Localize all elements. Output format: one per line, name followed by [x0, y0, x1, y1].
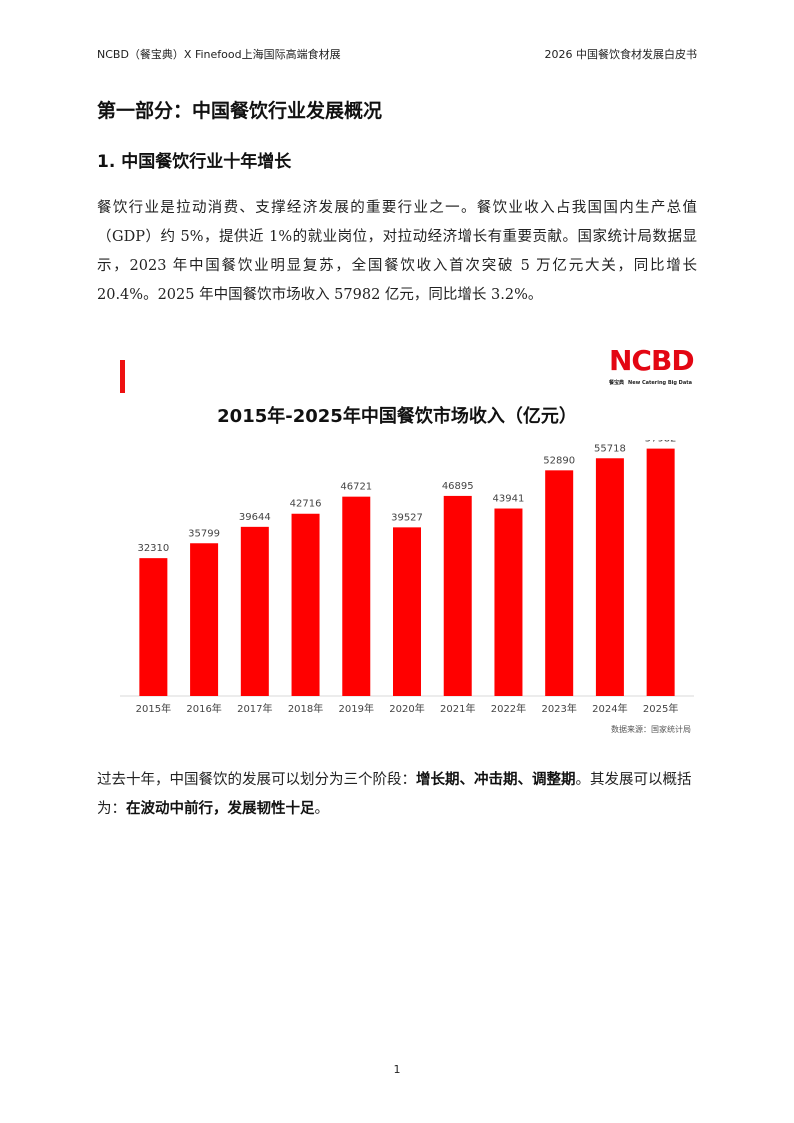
bar-2018年	[291, 513, 320, 696]
header-left-text: NCBD（餐宝典）X Finefood上海国际高端食材展	[97, 48, 341, 61]
data-label-2023年: 52890	[543, 455, 575, 466]
summary-paragraph: 过去十年，中国餐饮的发展可以划分为三个阶段：增长期、冲击期、调整期。其发展可以概…	[97, 766, 697, 824]
data-label-2021年: 46895	[442, 481, 474, 492]
data-label-2025年: 57982	[645, 440, 677, 445]
ncbd-logo: NCBD 餐宝典 New Catering Big Data	[609, 344, 695, 393]
subsection-title: 1. 中国餐饮行业十年增长	[97, 152, 292, 172]
summary-text-c: 。	[314, 801, 330, 817]
summary-bold-conclusion: 在波动中前行，发展韧性十足	[126, 801, 315, 817]
logo-wordmark: NCBD	[609, 344, 695, 377]
summary-bold-stages: 增长期、冲击期、调整期	[416, 772, 576, 788]
x-tick-label-2015年: 2015年	[136, 702, 171, 715]
logo-subtitle: 餐宝典 New Catering Big Data	[609, 379, 693, 386]
bar-2015年	[139, 558, 168, 696]
x-tick-label-2022年: 2022年	[491, 702, 526, 715]
logo-en-name: New Catering Big Data	[628, 380, 692, 386]
x-tick-label-2021年: 2021年	[440, 702, 475, 715]
chart-source: 数据来源：国家统计局	[611, 725, 691, 734]
x-tick-label-2024年: 2024年	[592, 702, 627, 715]
red-accent-bar	[120, 360, 125, 393]
bar-2020年	[393, 527, 421, 696]
page-header: NCBD（餐宝典）X Finefood上海国际高端食材展 2026 中国餐饮食材…	[97, 46, 697, 66]
x-tick-label-2019年: 2019年	[339, 702, 374, 715]
data-label-2020年: 39527	[391, 512, 423, 523]
x-tick-label-2025年: 2025年	[643, 702, 678, 715]
section-title: 第一部分：中国餐饮行业发展概况	[97, 100, 383, 122]
bar-2016年	[190, 543, 219, 696]
data-label-2022年: 43941	[493, 494, 525, 505]
bar-2022年	[494, 508, 523, 696]
page-number: 1	[393, 1063, 401, 1076]
header-right-text: 2026 中国餐饮食材发展白皮书	[544, 48, 698, 61]
bar-2019年	[342, 496, 371, 696]
x-tick-label-2016年: 2016年	[186, 702, 221, 715]
data-label-2017年: 39644	[239, 512, 271, 523]
revenue-bar-chart: 32310 2015年 35799 2016年 39644 2017年 42716 2018年…	[120, 440, 694, 715]
x-tick-label-2017年: 2017年	[237, 702, 272, 715]
data-label-2016年: 35799	[188, 528, 220, 539]
summary-text-b: 。其发展可以概括为：	[97, 772, 692, 817]
intro-paragraph: 餐饮行业是拉动消费、支撑经济发展的重要行业之一。餐饮业收入占我国国内生产总值（G…	[97, 200, 697, 303]
data-label-2018年: 42716	[290, 499, 322, 510]
summary-text-a: 过去十年，中国餐饮的发展可以划分为三个阶段：	[97, 772, 416, 788]
bar-2024年	[595, 458, 624, 696]
x-tick-label-2023年: 2023年	[541, 702, 576, 715]
data-label-2024年: 55718	[594, 443, 626, 454]
x-tick-label-2020年: 2020年	[389, 702, 424, 715]
bar-2021年	[443, 495, 472, 696]
bar-2025年	[646, 448, 675, 696]
logo-cn-name: 餐宝典	[609, 380, 625, 386]
data-label-2019年: 46721	[340, 482, 372, 493]
chart-title: 2015年-2025年中国餐饮市场收入（亿元）	[217, 406, 577, 427]
bar-2017年	[240, 526, 269, 696]
data-label-2015年: 32310	[137, 543, 169, 554]
bar-2023年	[545, 470, 574, 696]
x-tick-label-2018年: 2018年	[288, 702, 323, 715]
